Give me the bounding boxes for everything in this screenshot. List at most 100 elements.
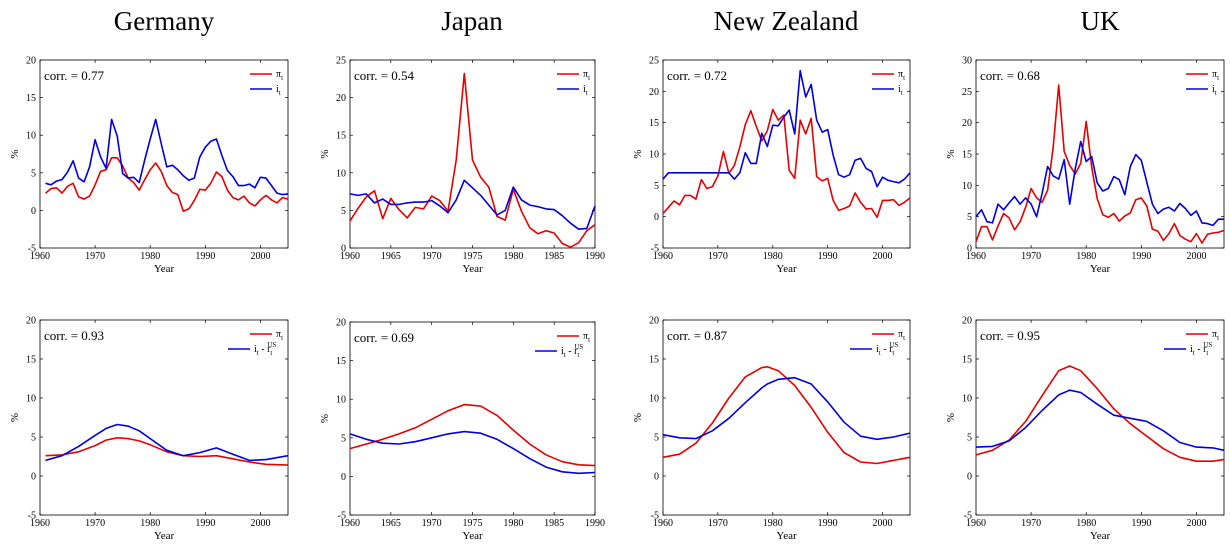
y-axis-label: %: [9, 413, 21, 422]
y-tick-label: 5: [31, 433, 36, 444]
axes-box: [39, 319, 289, 516]
legend-text-part: t: [903, 74, 905, 82]
legend-entry: it: [1212, 84, 1217, 97]
legend-text-part: t: [1217, 74, 1219, 82]
x-tick-label: 1960: [653, 251, 673, 262]
x-tick-label: 1975: [463, 518, 483, 529]
y-tick-label: 15: [26, 93, 36, 104]
y-axis-label: %: [319, 149, 331, 158]
x-tick-label: 1980: [140, 251, 160, 262]
series-line-interest: [349, 430, 596, 475]
y-tick-label: 15: [649, 355, 659, 366]
legend-text-part: US: [1203, 341, 1212, 349]
corr-annotation: corr. = 0.77: [44, 68, 105, 83]
y-tick-label: 15: [962, 355, 972, 366]
y-axis-label: %: [632, 149, 644, 158]
x-tick-label: 1985: [544, 251, 564, 262]
series-line-interest: [349, 179, 596, 230]
legend-text-part: US: [574, 343, 583, 351]
legend-entry: it: [276, 84, 281, 97]
x-tick-label: 1970: [1021, 251, 1041, 262]
x-tick-label: 1990: [195, 518, 215, 529]
x-tick-label: 2000: [250, 518, 270, 529]
legend-text-part: US: [267, 341, 276, 349]
y-tick-label: -5: [651, 511, 659, 522]
panel-7: 1960 1970 1980 1990 2000 -5 0 5 10 15 20 Year% corr.…: [632, 316, 911, 542]
y-axis-label: %: [319, 414, 331, 423]
y-tick-label: 25: [962, 87, 972, 98]
x-tick-label: 1980: [140, 518, 160, 529]
y-tick-label: 0: [967, 244, 972, 255]
y-tick-label: 0: [31, 472, 36, 483]
y-tick-label: 15: [962, 150, 972, 161]
y-tick-label: 25: [336, 56, 346, 67]
x-tick-label: 1990: [1131, 518, 1151, 529]
y-tick-label: 15: [336, 356, 346, 367]
panel-4: UK 1960 1970 1980 1990 2000 0 5 10 15 20 25 30 Year% c…: [945, 6, 1225, 275]
y-tick-label: 30: [962, 56, 972, 67]
y-tick-label: 0: [654, 472, 659, 483]
axes-box: [975, 319, 1225, 516]
legend-text-part: π: [583, 331, 588, 342]
series-line-inflation: [975, 84, 1225, 244]
panel-5: 1960 1970 1980 1990 2000 -5 0 5 10 15 20 Year% corr.…: [9, 316, 289, 542]
legend-text-part: i: [898, 84, 901, 95]
x-tick-label: 1970: [1021, 518, 1041, 529]
legend-entry: πt: [898, 329, 905, 342]
y-tick-label: 5: [341, 206, 346, 217]
x-tick-label: 1980: [763, 251, 783, 262]
y-tick-label: 10: [649, 150, 659, 161]
y-tick-label: 20: [649, 87, 659, 98]
x-axis-label: Year: [776, 263, 797, 275]
legend-entry: it: [898, 84, 903, 97]
y-tick-label: 5: [654, 181, 659, 192]
legend-text-part: t: [577, 351, 579, 359]
axes-box: [349, 321, 596, 516]
x-tick-label: 1970: [708, 251, 728, 262]
x-tick-label: 1965: [381, 518, 401, 529]
y-tick-label: 25: [649, 56, 659, 67]
legend-text-part: i: [876, 344, 879, 355]
axes-box: [662, 319, 911, 516]
y-tick-label: 0: [654, 212, 659, 223]
legend-text-part: i: [583, 84, 586, 95]
legend-text-part: t: [281, 334, 283, 342]
legend-text-part: t: [1217, 334, 1219, 342]
x-tick-label: 1980: [1076, 518, 1096, 529]
panel-8: 1960 1970 1980 1990 2000 -5 0 5 10 15 20 Year% corr.…: [945, 316, 1225, 542]
legend-text-part: π: [898, 329, 903, 340]
series-line-inflation: [662, 365, 911, 465]
x-tick-label: 1960: [340, 518, 360, 529]
x-tick-label: 1980: [503, 518, 523, 529]
legend-text-part: t: [1215, 89, 1217, 97]
x-tick-label: 1960: [966, 251, 986, 262]
x-tick-label: 1970: [708, 518, 728, 529]
legend-text-part: t: [1193, 349, 1195, 357]
y-tick-label: 0: [341, 244, 346, 255]
x-tick-label: 1970: [422, 251, 442, 262]
legend-text-part: - r: [1195, 344, 1207, 355]
corr-annotation: corr. = 0.72: [667, 68, 727, 83]
legend-text-part: t: [270, 349, 272, 357]
legend-text-part: i: [276, 84, 279, 95]
y-tick-label: 10: [26, 394, 36, 405]
y-tick-label: 15: [26, 355, 36, 366]
x-axis-label: Year: [462, 530, 483, 542]
legend-text-part: π: [1212, 69, 1217, 80]
x-tick-label: 1990: [818, 251, 838, 262]
legend-entry: πt: [898, 69, 905, 82]
x-tick-label: 1990: [195, 251, 215, 262]
legend-entry: πt: [276, 329, 283, 342]
y-tick-label: 5: [654, 433, 659, 444]
y-tick-label: 5: [31, 168, 36, 179]
x-axis-label: Year: [154, 530, 175, 542]
column-title: Japan: [441, 6, 503, 36]
y-tick-label: 5: [967, 433, 972, 444]
corr-annotation: corr. = 0.69: [354, 330, 414, 345]
series-line-inflation: [349, 403, 596, 467]
series-line-inflation: [45, 436, 289, 466]
x-tick-label: 1980: [763, 518, 783, 529]
legend-text-part: - r: [881, 344, 893, 355]
series-line-inflation: [44, 157, 289, 212]
